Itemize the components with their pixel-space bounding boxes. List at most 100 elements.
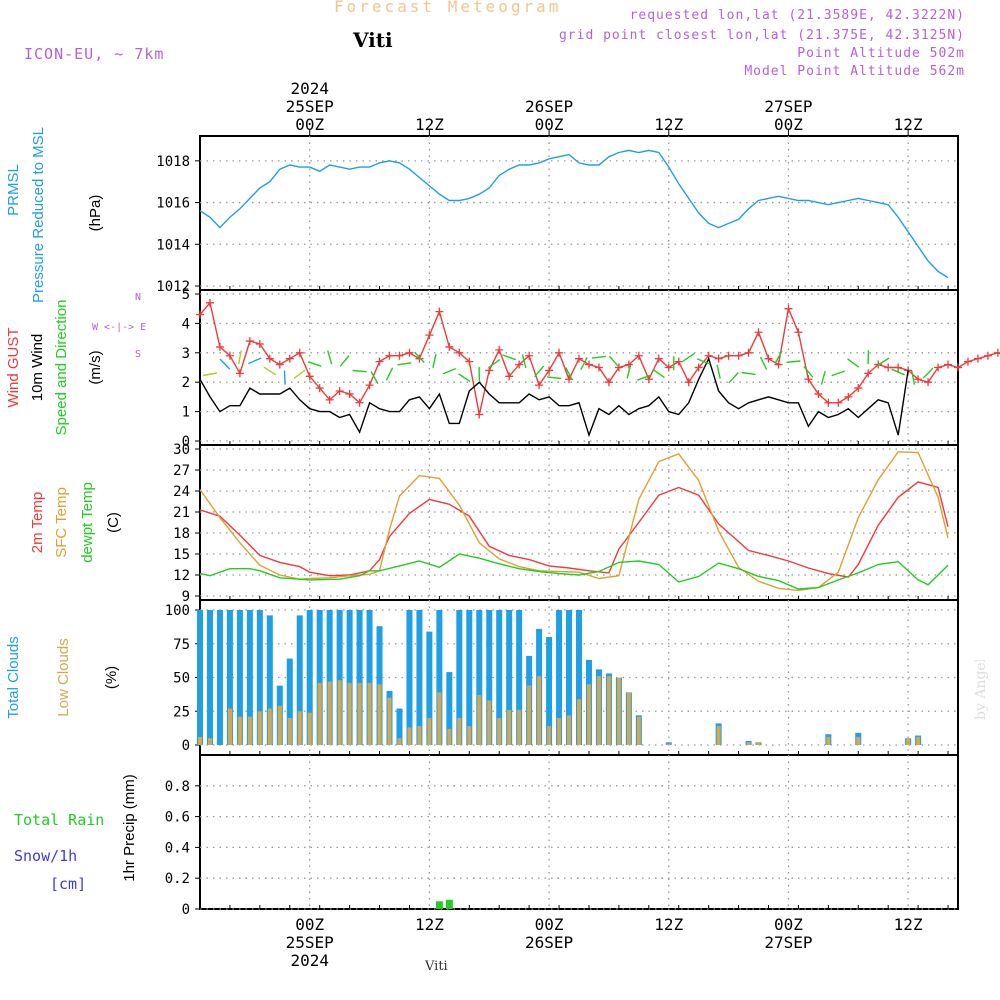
wind-arrow [293, 369, 306, 379]
requested-coords: requested lon,lat (21.3589E, 42.3222N) [629, 8, 965, 23]
wind-arrow [608, 355, 620, 368]
precip-bar [435, 901, 443, 909]
gust-marker [196, 310, 204, 319]
cloud-bar [306, 610, 313, 745]
gust-marker [654, 354, 663, 363]
cloud-bar [756, 742, 761, 745]
gust-marker [814, 389, 823, 398]
gust-marker [355, 398, 364, 407]
y-tick-label: 0 [182, 434, 190, 450]
top-time-label: 27SEP [764, 97, 812, 116]
compass-west-east: W <-|-> E [92, 322, 146, 333]
wind-arrow [458, 373, 471, 383]
wind-arrow [626, 364, 632, 379]
gridpoint-coords: grid point closest lon,lat (21.375E, 42.… [558, 28, 965, 43]
compass-north: N [135, 292, 141, 303]
gust-marker [235, 369, 244, 378]
gust-marker [535, 381, 544, 390]
bottom-time-label: 12Z [415, 915, 444, 934]
gust-marker [914, 375, 923, 384]
y-tick-label: 0.4 [165, 840, 190, 856]
cloud-bar [506, 610, 513, 745]
point-altitude: Point Altitude 502m [797, 46, 965, 61]
cloud-bar [256, 610, 263, 745]
cloud-bar [517, 709, 522, 745]
cloud-bar [546, 637, 553, 745]
y-tick-label: 27 [173, 463, 190, 479]
precip-bar [445, 899, 453, 909]
gust-marker [505, 372, 514, 381]
cloud-bar [267, 708, 272, 745]
cloud-bar [606, 676, 611, 745]
panel-label: Total Clouds [5, 636, 22, 719]
cloud-bar [466, 610, 473, 745]
cloud-bar [286, 658, 293, 745]
gust-marker [634, 351, 643, 360]
wind-arrow [263, 366, 277, 376]
cloud-bar [516, 610, 523, 745]
gust-marker [435, 307, 444, 316]
gust-marker [525, 351, 534, 360]
cloud-bar [247, 716, 252, 745]
gust-marker [614, 363, 623, 372]
wind-arrow [867, 350, 870, 365]
cloud-bar [406, 610, 413, 745]
cloud-bar [257, 711, 262, 745]
panel-pressure: 1012 1014 1016 1018 PRMSL Pressure Reduced to… [5, 127, 959, 303]
gust-marker [794, 328, 803, 337]
series-line-prmsl [199, 149, 949, 279]
wind-arrow [533, 365, 545, 378]
wind-arrow [339, 355, 350, 367]
precip-unit-label: [cm] [50, 875, 86, 893]
y-tick-label: 100 [165, 603, 190, 619]
cloud-bar [666, 743, 671, 745]
wind-arrow [370, 371, 379, 385]
gust-marker [714, 354, 723, 363]
cloud-bar [446, 672, 453, 745]
top-time-label: 12Z [654, 115, 683, 134]
wind-arrow [786, 360, 801, 363]
gust-marker [764, 354, 773, 363]
wind-arrow [283, 370, 286, 385]
panel-label: dewpt Temp [79, 482, 96, 563]
y-tick-label: 0.6 [165, 810, 190, 826]
wind-arrow [432, 354, 437, 369]
gust-marker [555, 348, 564, 357]
cloud-bar [437, 692, 442, 745]
panel-label: (C) [105, 512, 122, 533]
wind-arrow [521, 354, 527, 369]
cloud-bar [337, 680, 342, 745]
panel-temp: 9 12 15 18 21 24 27 30 2m Temp SFC Temp dewpt Temp… [29, 442, 959, 605]
gust-marker [924, 378, 933, 387]
cloud-bar [327, 681, 332, 745]
gust-marker [285, 354, 294, 363]
bottom-time-label: 12Z [654, 915, 683, 934]
wind-arrow [397, 362, 412, 366]
wind-arrow [248, 357, 262, 365]
cloud-bar [477, 695, 482, 745]
cloud-bar [216, 610, 223, 745]
wind-arrow [580, 356, 588, 371]
y-tick-label: 0.2 [165, 871, 190, 887]
gust-marker [944, 360, 953, 369]
top-time-label: 12Z [415, 115, 444, 134]
wind-arrow [922, 367, 934, 379]
model-label: ICON-EU, ~ 7km [24, 45, 165, 63]
wind-arrow [307, 361, 322, 367]
wind-arrow [352, 369, 367, 373]
bottom-time-label: 00Z [535, 915, 564, 934]
gust-marker [205, 298, 214, 307]
gust-marker [265, 354, 274, 363]
series-line-sfc-temp [199, 451, 949, 592]
cloud-bar [457, 718, 462, 745]
cloud-bar [497, 718, 502, 745]
gust-marker [315, 384, 324, 393]
wind-arrow [891, 368, 905, 376]
bottom-time-label: 25SEP [286, 933, 334, 952]
cloud-bar [417, 726, 422, 745]
wind-arrow [820, 370, 826, 385]
gust-marker [664, 363, 673, 372]
y-tick-label: 0 [182, 902, 190, 918]
cloud-bar [336, 610, 343, 745]
